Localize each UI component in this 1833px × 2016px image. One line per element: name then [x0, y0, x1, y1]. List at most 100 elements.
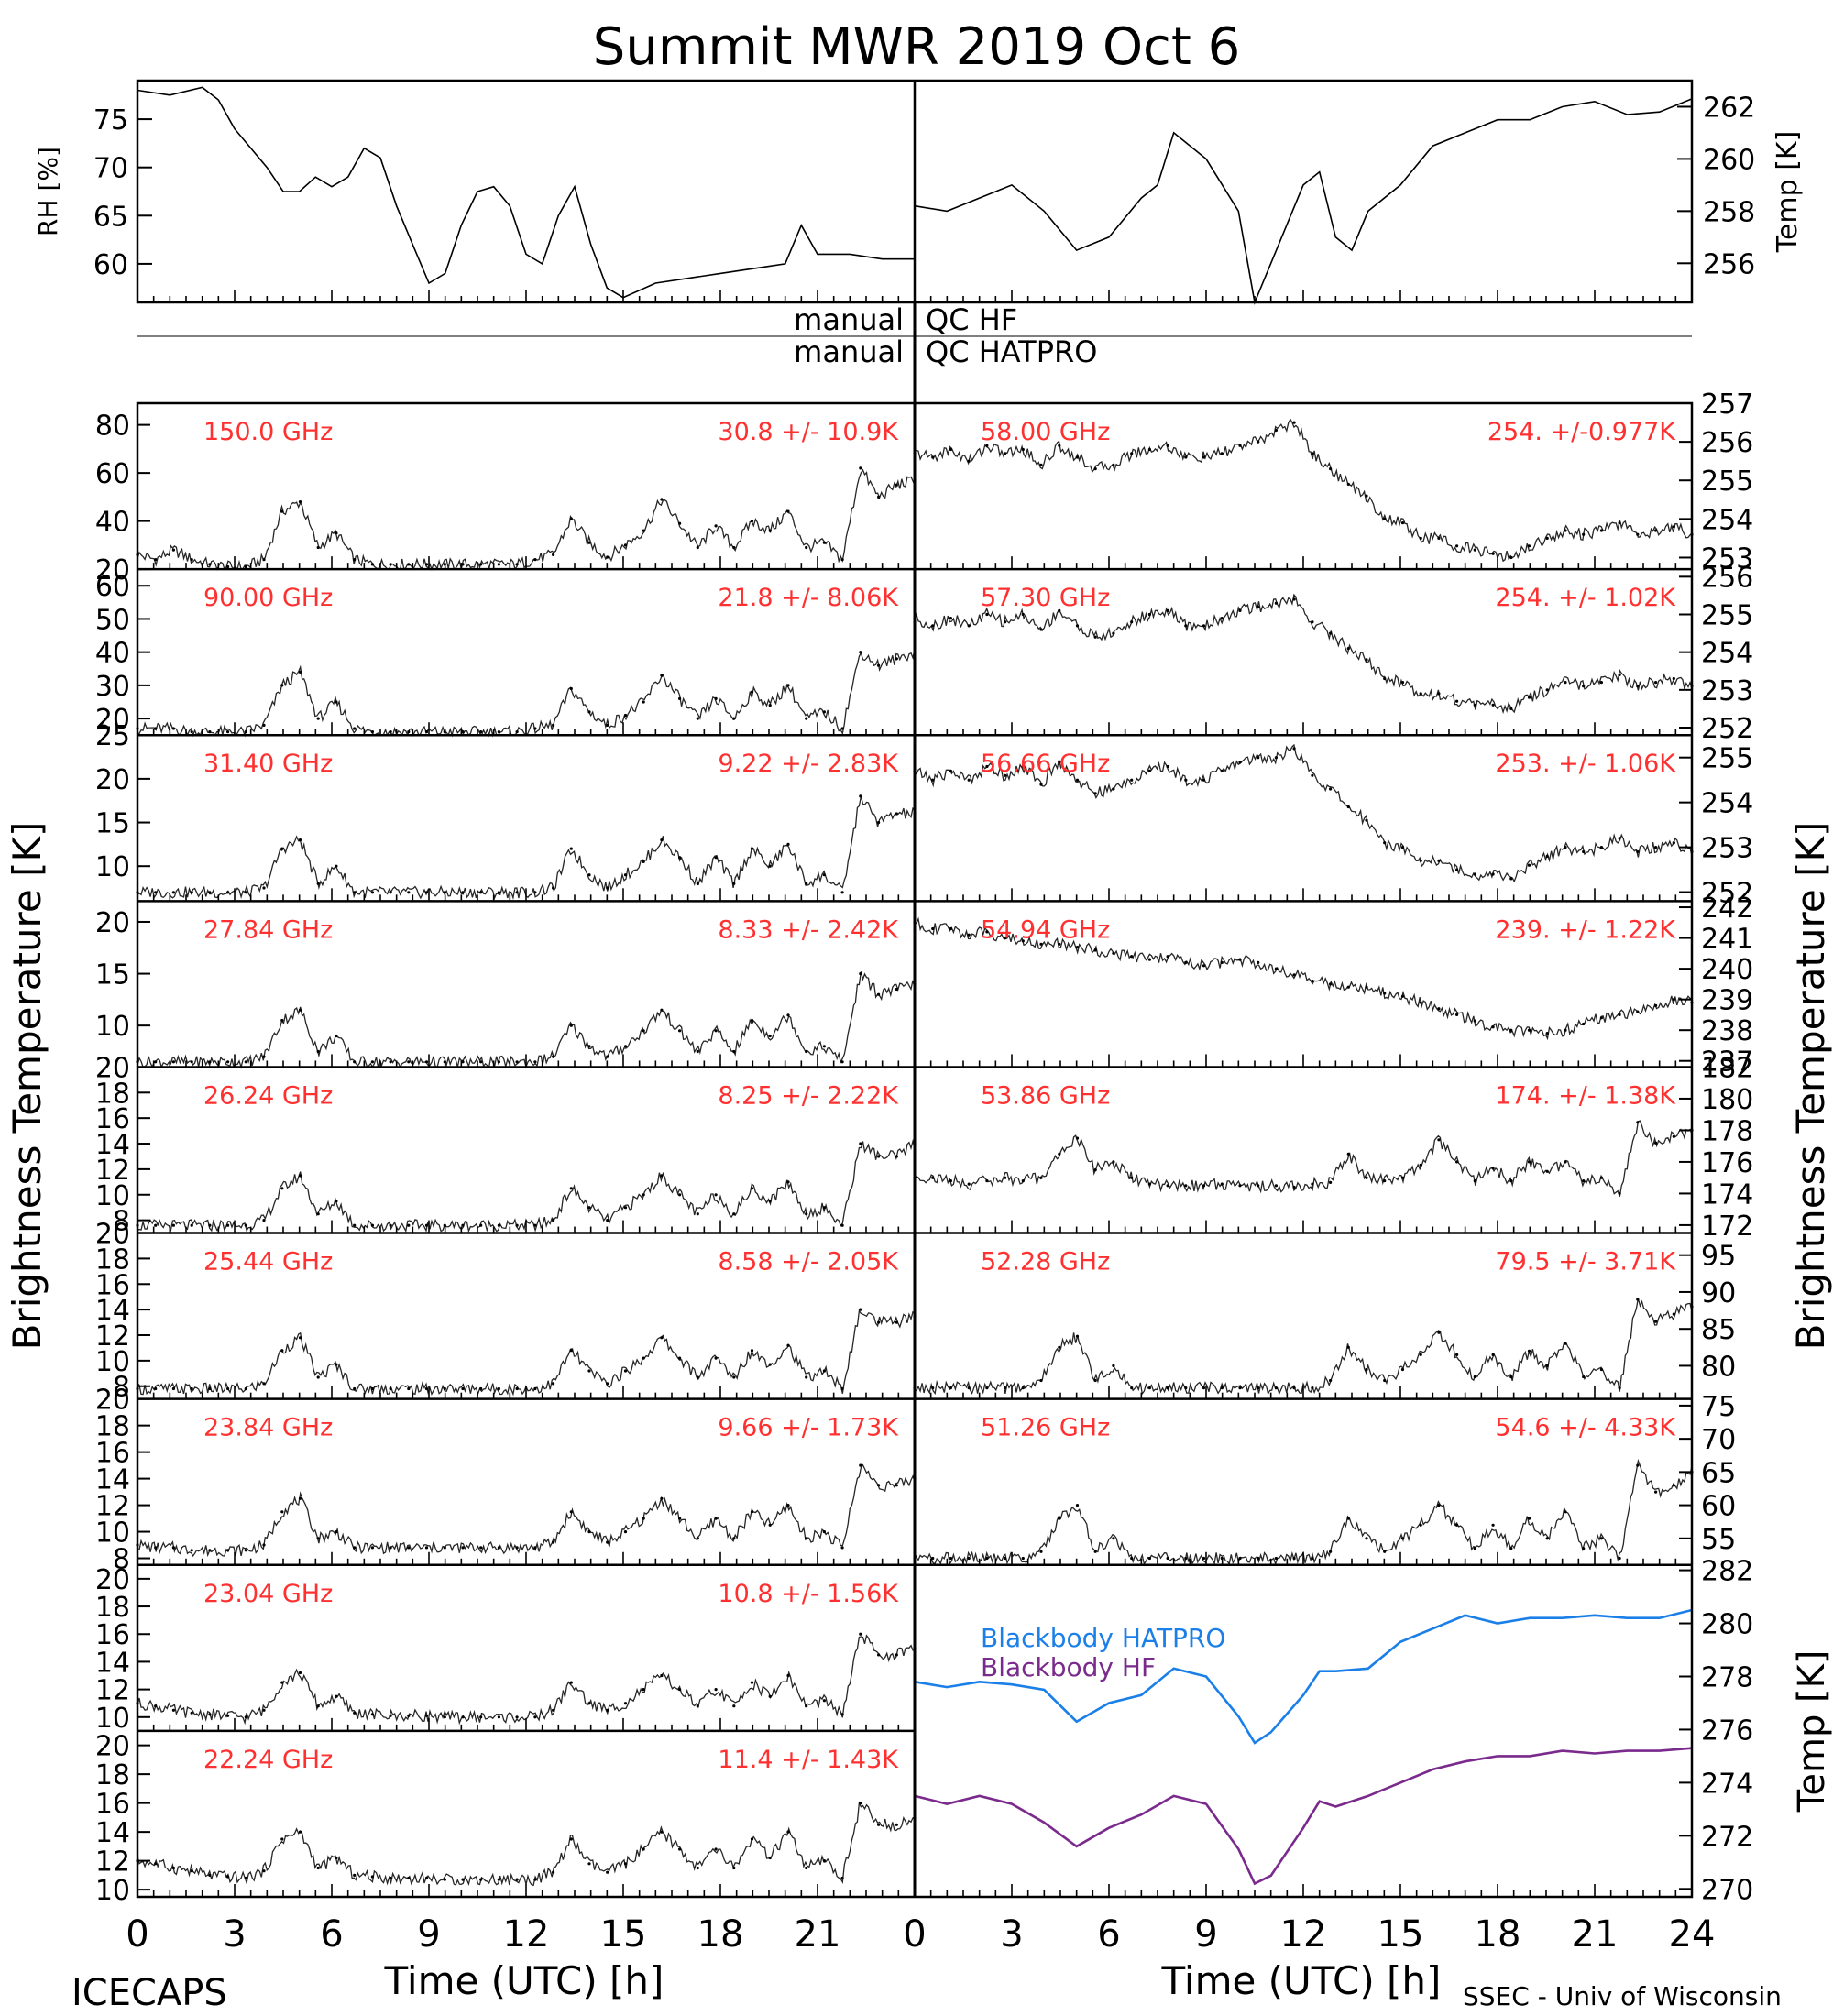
channel-point [1329, 787, 1333, 791]
channel-point [298, 1830, 302, 1834]
blackbody-y-tick-label: 276 [1701, 1715, 1753, 1747]
channel-stats-label: 174. +/- 1.38K [1495, 1081, 1676, 1110]
channel-y-tick-label: 12 [95, 1491, 130, 1523]
channel-point [1509, 877, 1513, 881]
channel-point [335, 1034, 338, 1038]
channel-point [1419, 1163, 1422, 1167]
channel-point [696, 545, 699, 550]
channel-point [1292, 597, 1296, 601]
channel-point [1473, 1547, 1476, 1550]
channel-point [244, 1549, 247, 1552]
channel-point [985, 1386, 989, 1390]
channel-point [1274, 756, 1278, 760]
channel-point [859, 1802, 862, 1805]
channel-point [1147, 769, 1151, 773]
channel-point [262, 1219, 266, 1222]
channel-point [190, 1223, 193, 1227]
channel-point [1021, 447, 1025, 452]
channel-point [1365, 658, 1368, 662]
channel-point [1636, 685, 1640, 688]
channel-point [1383, 841, 1387, 845]
channel-point [840, 1223, 844, 1227]
channel-point [1527, 863, 1531, 867]
channel-point [479, 1546, 483, 1550]
channel-y-tick-label: 10 [95, 1011, 130, 1043]
channel-point [877, 1484, 881, 1487]
channel-y-tick-label: 18 [95, 1592, 130, 1624]
channel-point [335, 864, 338, 868]
channel-point [1039, 1378, 1043, 1383]
channel-point [1654, 846, 1658, 849]
channel-point [226, 1060, 230, 1064]
channel-point [443, 1715, 446, 1719]
channel-point [949, 1386, 952, 1390]
channel-point [840, 891, 844, 894]
channel-point [424, 1060, 429, 1064]
x-tick-label-left: 3 [223, 1913, 246, 1956]
channel-stats-label: 254. +/-0.977K [1487, 418, 1676, 446]
channel-point [606, 1219, 609, 1222]
channel-point [768, 1694, 772, 1698]
channel-point [1202, 1556, 1206, 1561]
channel-point [479, 891, 483, 894]
channel-point [895, 812, 898, 816]
channel-point [805, 545, 808, 550]
channel-point [587, 1045, 591, 1048]
channel-trace [914, 916, 1693, 1041]
channel-point [407, 1876, 411, 1880]
channel-point [1437, 859, 1441, 862]
channel-point [1112, 1160, 1115, 1164]
channel-point [1130, 778, 1134, 782]
channel-point [840, 1386, 844, 1391]
channel-point [1292, 421, 1296, 424]
channel-point [786, 1673, 790, 1678]
channel-point [461, 1223, 465, 1227]
channel-point [190, 1549, 193, 1552]
channel-y-tick-label: 18 [95, 1244, 130, 1276]
channel-point [822, 710, 827, 714]
channel-point [208, 1223, 212, 1227]
channel-point [208, 891, 212, 894]
channel-point [696, 717, 699, 720]
channel-point [533, 558, 537, 562]
x-tick-label-right: 21 [1572, 1913, 1619, 1956]
channel-point [1238, 761, 1242, 764]
channel-point [786, 1343, 790, 1347]
channel-point [1455, 699, 1459, 703]
channel-point [1311, 1182, 1314, 1186]
channel-y-tick-label: 20 [95, 1564, 130, 1596]
channel-y-tick-label: 257 [1701, 389, 1753, 421]
channel-point [1599, 846, 1603, 849]
blackbody-legend-1: Blackbody HF [981, 1652, 1156, 1682]
channel-point [768, 529, 772, 532]
channel-point [822, 1206, 827, 1210]
channel-point [949, 617, 952, 620]
channel-stats-label: 21.8 +/- 8.06K [718, 584, 899, 612]
channel-point [1654, 1003, 1658, 1007]
channel-point [1400, 1367, 1405, 1372]
channel-point [461, 1386, 465, 1391]
channel-point [1292, 1386, 1296, 1390]
channel-point [280, 1018, 284, 1023]
channel-point [316, 1375, 320, 1379]
channel-point [461, 1060, 465, 1064]
channel-point [298, 500, 302, 504]
channel-y-tick-label: 60 [95, 458, 130, 490]
channel-y-tick-label: 12 [95, 1320, 130, 1353]
channel-point [1329, 1180, 1333, 1184]
channel-point [949, 926, 952, 931]
channel-point [714, 1517, 718, 1520]
channel-point [1400, 1176, 1405, 1179]
channel-point [1021, 764, 1025, 769]
channel-point [552, 553, 555, 557]
channel-stats-label: 9.22 +/- 2.83K [718, 750, 899, 778]
channel-point [569, 1681, 573, 1684]
channel-point [1491, 872, 1495, 876]
channel-point [389, 891, 392, 894]
channel-point [353, 1711, 357, 1715]
channel-point [1274, 1556, 1278, 1561]
channel-point [1582, 685, 1586, 688]
channel-point [154, 1223, 158, 1227]
channel-y-tick-label: 242 [1701, 893, 1753, 925]
